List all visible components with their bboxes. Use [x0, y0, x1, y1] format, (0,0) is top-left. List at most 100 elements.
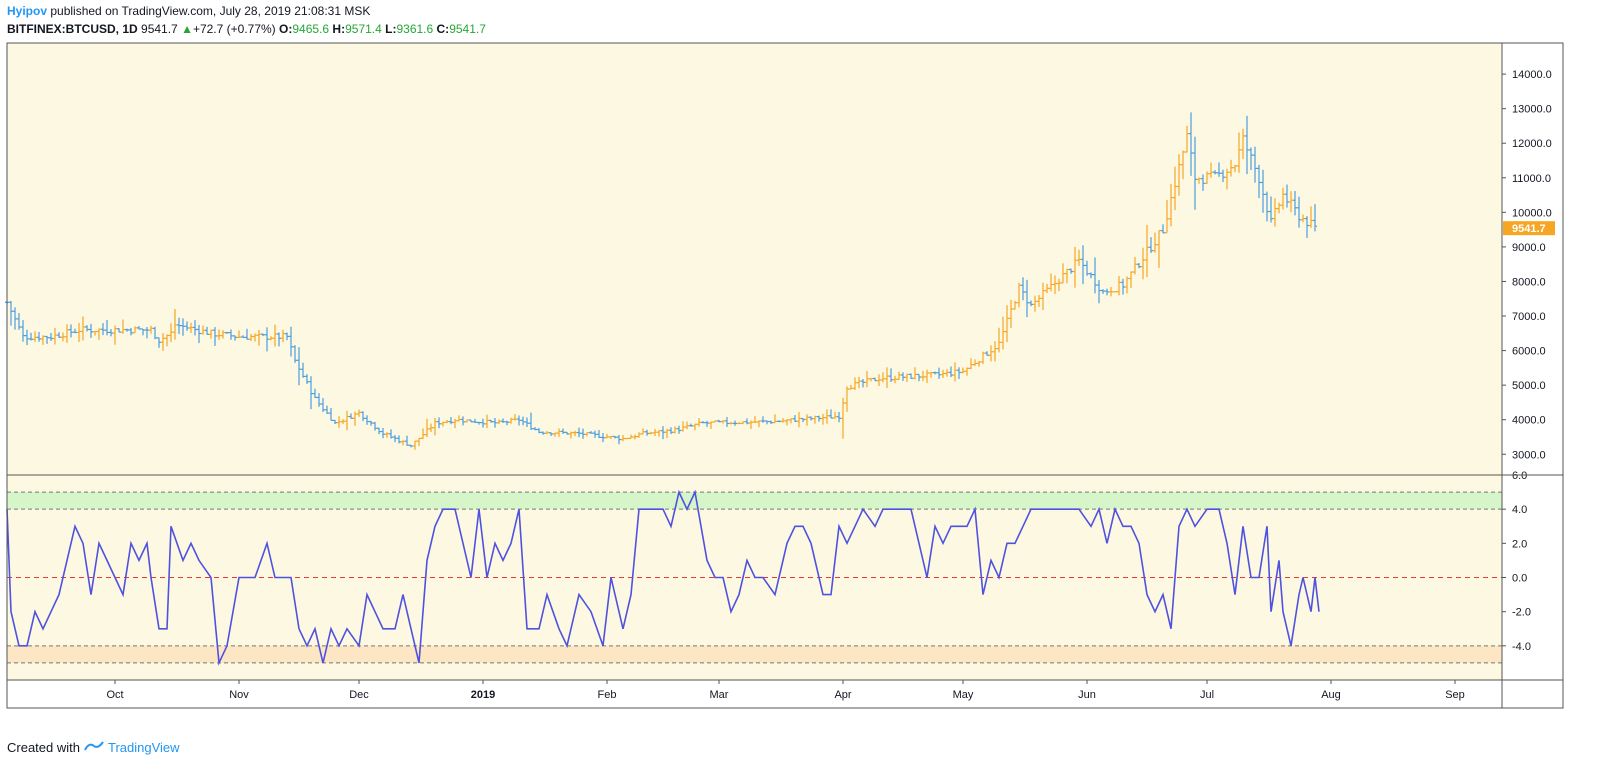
ohlc-bar [157, 337, 161, 348]
ohlc-bar [541, 431, 545, 435]
ohlc-bar [617, 434, 621, 445]
ohlc-bar [93, 330, 97, 336]
price-pane[interactable] [5, 43, 1502, 680]
ohlc-bar [949, 366, 953, 378]
ohlc-bar [317, 393, 321, 407]
ohlc-bar [25, 329, 29, 346]
oscillator-axis-label: -2.0 [1512, 607, 1531, 619]
price-axis-label: 14000.0 [1512, 69, 1552, 81]
symbol-label[interactable]: BITFINEX:BTCUSD, 1D [7, 22, 138, 36]
ohlc-bar [881, 372, 885, 383]
ohlc-bar [797, 411, 801, 428]
ohlc-bar [913, 367, 917, 380]
ohlc-bar [49, 332, 53, 341]
ohlc-bar [809, 416, 813, 421]
ohlc-bar [1133, 256, 1137, 275]
ohlc-bar [661, 426, 665, 440]
ohlc-bar [305, 374, 309, 385]
ohlc-bar [57, 332, 61, 338]
ohlc-bar [501, 418, 505, 423]
ohlc-bar [345, 410, 349, 431]
price-axis[interactable]: 14000.0 13000.0 12000.0 11000.0 10000.0 9000.… [1502, 69, 1555, 461]
price-axis-label: 11000.0 [1512, 173, 1551, 185]
ohlc-bar [1213, 170, 1217, 175]
ohlc-bar [445, 420, 449, 424]
ohlc-bar [133, 326, 137, 334]
ohlc-bar [1069, 268, 1073, 274]
ohlc-bar [341, 419, 345, 424]
ohlc-bar [669, 427, 673, 435]
time-axis[interactable]: Oct Nov Dec 2019 Feb Mar Apr May Jun Jul Aug Sep [106, 680, 1465, 701]
ohlc-bar [1105, 288, 1109, 296]
ohlc-bar [773, 414, 777, 424]
ohlc-bar [297, 347, 301, 386]
oscillator-pane[interactable] [6, 489, 1502, 666]
ohlc-bar [597, 430, 601, 439]
ohlc-bar [721, 420, 725, 424]
ohlc-bar [741, 421, 745, 425]
ohlc-bar [249, 333, 253, 341]
ohlc-bar [177, 317, 181, 335]
ohlc-bar [161, 333, 165, 351]
ohlc-bar [781, 418, 785, 423]
ohlc-bar [725, 416, 729, 427]
ohlc-bar [77, 322, 81, 343]
tradingview-brand[interactable]: TradingView [107, 740, 180, 755]
ohlc-bar [885, 367, 889, 388]
ohlc-bar [701, 421, 705, 424]
ohlc-bar [1241, 128, 1245, 160]
ohlc-bar [121, 319, 125, 334]
ohlc-bar [549, 432, 553, 436]
oscillator-zone-1 [7, 645, 1502, 663]
ohlc-bar [477, 421, 481, 425]
ohlc-bar [253, 333, 257, 342]
ohlc-bar [789, 418, 793, 424]
ohlc-bar [993, 341, 997, 362]
ohlc-bar [1121, 278, 1125, 295]
ohlc-bar [1029, 300, 1033, 307]
ohlc-bar [525, 417, 529, 428]
ohlc-bar [1185, 125, 1189, 153]
ohlc-bar [1017, 282, 1021, 308]
ohlc-bar [653, 428, 657, 437]
price-axis-label: 9000.0 [1512, 242, 1546, 254]
ohlc-bar [1041, 282, 1045, 311]
ohlc-bar [489, 419, 493, 423]
ohlc-bar [689, 423, 693, 427]
ohlc-bar [805, 414, 809, 426]
ohlc-legend: BITFINEX:BTCUSD, 1D 9541.7 ▲+72.7 (+0.77… [7, 22, 486, 36]
oscillator-axis[interactable]: 6.0 4.0 2.0 0.0 -2.0 -4.0 [1502, 470, 1531, 653]
ohlc-bar [1181, 150, 1185, 180]
ohlc-bar [813, 415, 817, 424]
ohlc-bar [801, 417, 805, 423]
ohlc-bar [109, 329, 113, 337]
ohlc-bar [141, 328, 145, 336]
ohlc-bar [1249, 147, 1253, 171]
ohlc-bar [1297, 196, 1301, 228]
oscillator-line [6, 489, 1320, 666]
ohlc-bar [413, 440, 417, 450]
open-value: 9465.6 [292, 22, 330, 36]
ohlc-bar [681, 421, 685, 432]
ohlc-bar [1253, 146, 1257, 183]
ohlc-bar [1113, 291, 1117, 293]
ohlc-bar [281, 329, 285, 343]
author-link[interactable]: Hyipov [7, 4, 48, 18]
time-axis-label: Apr [834, 689, 851, 701]
ohlc-bar [765, 420, 769, 425]
ohlc-bar [1085, 260, 1089, 276]
ohlc-bar [1273, 198, 1277, 227]
ohlc-bar [381, 428, 385, 439]
ohlc-bar [749, 420, 753, 429]
ohlc-bar [921, 370, 925, 382]
ohlc-bar [553, 432, 557, 437]
ohlc-bar [601, 432, 605, 443]
tradingview-logo-icon[interactable] [84, 740, 104, 755]
time-axis-label: May [953, 689, 974, 701]
price-axis-label: 13000.0 [1512, 104, 1552, 116]
ohlc-bar [877, 374, 881, 387]
ohlc-bar [1313, 204, 1317, 232]
ohlc-bar [29, 332, 33, 341]
ohlc-bar [865, 371, 869, 388]
